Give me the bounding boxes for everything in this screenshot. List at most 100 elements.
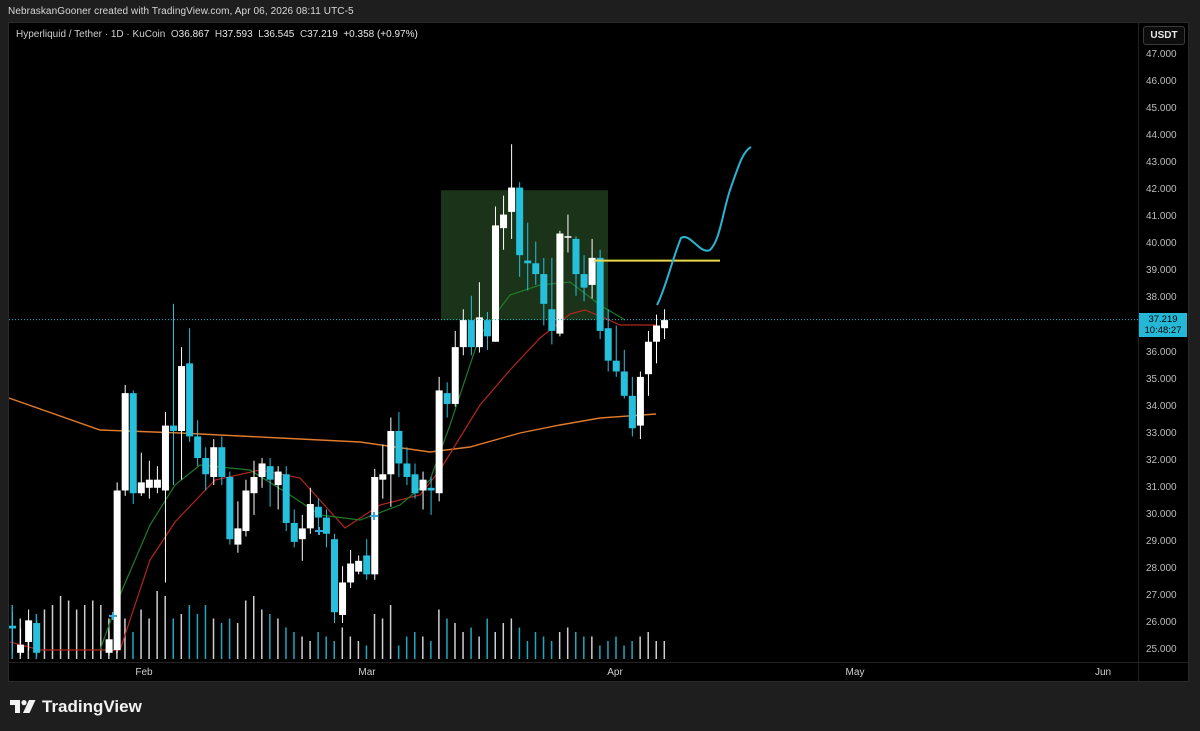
candle-body [218,447,226,477]
volume-bar [558,632,561,659]
candle-body [266,466,274,480]
volume-bar [269,614,271,659]
candle-body [298,528,306,540]
ema-short-line [99,281,626,651]
candle-body [588,257,596,285]
volume-bar [454,623,456,659]
volume-bar [502,623,505,659]
candle-body [653,325,660,342]
currency-button[interactable]: USDT [1143,26,1185,45]
volume-bar [301,636,303,659]
volume-bar [631,641,633,659]
candle-body [121,393,129,491]
chart-frame[interactable] [8,22,1189,682]
volume-bar [212,618,215,659]
candle-body [210,447,218,477]
ema-mid-line [9,309,656,651]
candle-body [33,623,41,653]
volume-bar [285,627,287,659]
candle-body [580,274,588,288]
volume-bar [494,632,496,659]
volume-bar [446,618,448,659]
candle-body [403,463,411,477]
volume-bar [140,609,142,659]
volume-bar [510,618,513,659]
volume-bar [156,591,158,659]
marker-icon [370,512,378,520]
candle-body [443,393,451,404]
open-value: 36.867 [178,29,210,40]
candlestick-chart[interactable] [9,23,1138,662]
volume-bar [309,641,311,659]
candle-body [516,187,524,256]
ma-long-line [9,397,657,453]
volume-bar [244,600,247,659]
price-tick: 41.000 [1146,211,1177,223]
candle-body [137,482,145,494]
time-axis-separator [8,662,1189,663]
candle-body [202,458,210,475]
volume-bar [615,636,617,659]
candle-body [467,320,475,348]
candle-body [411,474,419,494]
time-tick: Apr [607,667,623,678]
low-value: 36.545 [263,29,295,40]
volume-bar [534,632,537,659]
volume-bar [397,645,400,659]
symbol-name: Hyperliquid / Tether · 1D · KuCoin [16,29,166,40]
candle-body [153,479,161,488]
volume-bar [317,632,319,659]
price-tick: 25.000 [1146,644,1177,656]
volume-bar [591,636,593,659]
volume-bar [462,632,464,659]
candle-body [661,320,669,329]
candle-body [612,360,620,372]
candle-body [596,257,604,331]
candle-body [395,430,403,464]
candle-body [250,476,258,494]
volume-bar [599,645,601,659]
volume-bar [566,627,569,659]
chart-caption: NebraskanGooner created with TradingView… [8,6,354,17]
candle-body [258,463,266,477]
time-tick: Feb [135,667,153,678]
price-tick: 35.000 [1146,373,1177,385]
price-tick: 42.000 [1146,184,1177,196]
volume-bar [414,632,416,659]
brand-name: TradingView [42,697,142,716]
candle-body [556,233,564,334]
price-tick: 40.000 [1146,238,1177,250]
volume-bar [325,636,327,659]
price-tick: 44.000 [1146,130,1177,142]
candle-body [628,395,636,429]
tradingview-logo[interactable]: TradingView [10,697,142,717]
price-tick: 30.000 [1146,508,1177,520]
candle-body [25,620,33,642]
candle-body [194,436,202,459]
symbol-legend: Hyperliquid / Tether · 1D · KuCoin O36.8… [16,29,418,40]
volume-bar [575,632,577,659]
candle-body [105,639,113,653]
bar-countdown: 10:48:27 [1144,325,1182,336]
volume-bar [164,596,166,659]
price-tick: 43.000 [1146,157,1177,169]
volume-bar [148,618,150,659]
candle-body [339,582,347,615]
volume-bar [405,636,408,659]
volume-bar [75,609,78,659]
volume-bar [228,618,231,659]
candle-body [451,347,459,404]
candle-body [371,476,379,575]
time-tick: Mar [358,667,376,678]
candle-body [475,317,483,348]
candle-body [427,487,435,491]
volume-bar [655,641,657,659]
volume-bar [607,641,609,659]
volume-bar [220,623,223,659]
price-tick: 32.000 [1146,454,1177,466]
candle-body [178,366,186,431]
volume-bar [59,596,62,659]
volume-bar [365,645,368,659]
candle-body [532,263,540,275]
marker-icon [109,612,117,620]
